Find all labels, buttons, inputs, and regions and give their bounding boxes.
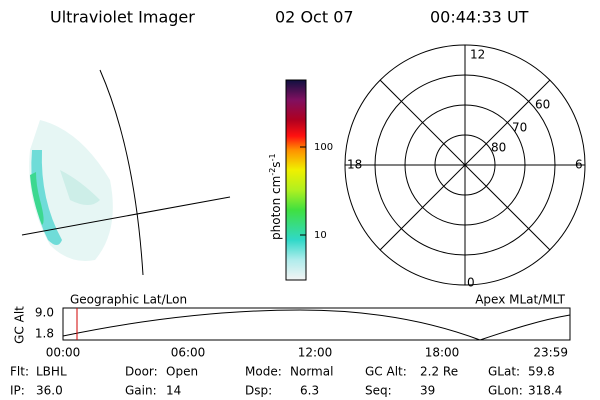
- info-value: 39: [420, 384, 435, 398]
- aurora-image: [29, 120, 113, 261]
- unit: s: [269, 161, 283, 167]
- info-value: Normal: [290, 365, 333, 379]
- info-label: GLat:: [488, 365, 520, 379]
- mlt-label: 6: [575, 158, 583, 172]
- mlt-label: 12: [470, 48, 485, 62]
- orbit-y-label: 1.8: [35, 327, 54, 341]
- x-label: 00:00: [46, 346, 81, 360]
- info-value: 2.2 Re: [420, 365, 458, 379]
- exp: -1: [268, 153, 277, 161]
- unit: photon cm: [269, 176, 283, 240]
- orbit-left-label: Geographic Lat/Lon: [70, 293, 187, 307]
- info-label: Door:: [125, 365, 158, 379]
- exp: -2: [268, 168, 277, 176]
- info-label: Mode:: [245, 365, 282, 379]
- orbit-right-label: Apex MLat/MLT: [475, 293, 565, 307]
- info-label: IP:: [10, 384, 25, 398]
- orbit-axis-label: GC Alt: [13, 306, 27, 344]
- info-label: Flt:: [10, 365, 29, 379]
- info-value: LBHL: [36, 365, 67, 379]
- colorbar-tick-label: 100: [314, 142, 333, 153]
- colorbar-label: photon cm-2s-1: [268, 153, 283, 240]
- x-label: 06:00: [171, 346, 206, 360]
- x-label: 18:00: [425, 346, 460, 360]
- parallel: [21, 196, 231, 236]
- colorbar: [285, 79, 307, 281]
- mlt-label: 0: [467, 276, 475, 290]
- info-value: Open: [166, 365, 198, 379]
- x-label: 12:00: [298, 346, 333, 360]
- lat-label: 60: [535, 98, 550, 112]
- info-label: GLon:: [488, 384, 523, 398]
- info-label: Dsp:: [245, 384, 272, 398]
- time: 00:44:33 UT: [430, 8, 529, 27]
- info-value: 318.4: [528, 384, 562, 398]
- info-panel: Flt: LBHL Door: Open Mode: Normal GC Alt: 2.2 R…: [10, 365, 562, 398]
- info-value: 14: [166, 384, 181, 398]
- info-value: 36.0: [36, 384, 63, 398]
- orbit-y-label: 9.0: [35, 306, 54, 320]
- info-value: 59.8: [528, 365, 555, 379]
- orbit-curve: [62, 309, 571, 341]
- polar-grid: [344, 44, 586, 286]
- info-value: 6.3: [300, 384, 319, 398]
- mlt-label: 18: [347, 158, 362, 172]
- info-label: Seq:: [365, 384, 392, 398]
- x-label: 23:59: [533, 346, 568, 360]
- lat-label: 70: [512, 121, 527, 135]
- date: 02 Oct 07: [275, 8, 354, 27]
- orbit-frame: [62, 307, 571, 341]
- info-label: GC Alt:: [365, 365, 407, 379]
- title: Ultraviolet Imager: [50, 8, 195, 27]
- colorbar-tick-label: 10: [314, 230, 327, 241]
- lat-label: 80: [491, 141, 506, 155]
- meridian: [99, 69, 144, 276]
- info-label: Gain:: [125, 384, 157, 398]
